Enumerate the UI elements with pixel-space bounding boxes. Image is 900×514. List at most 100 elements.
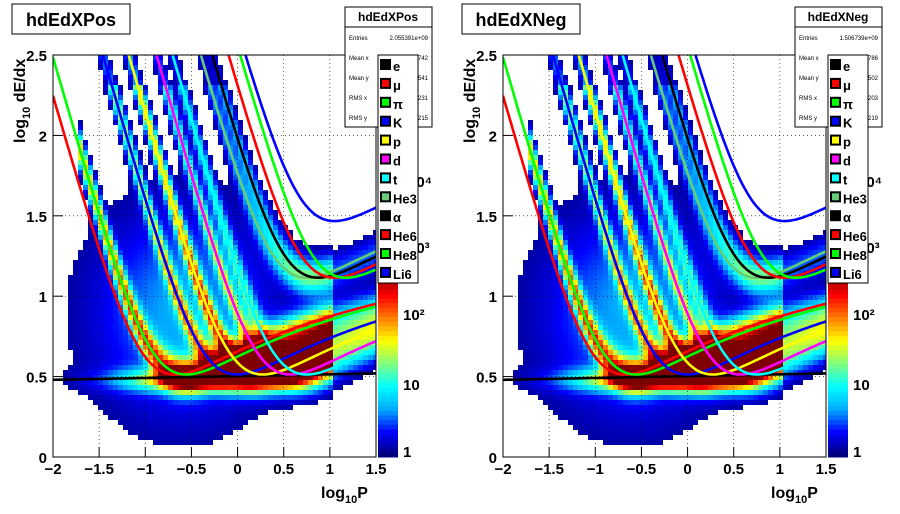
legend-swatch xyxy=(380,134,391,146)
colorbar-label: 10² xyxy=(403,307,425,324)
legend-swatch xyxy=(830,153,841,165)
species-curves xyxy=(503,55,826,382)
legend-swatch xyxy=(380,96,391,108)
stats-value: 0.2219 xyxy=(860,116,879,122)
curve-Li6 xyxy=(694,55,826,223)
legend-swatch xyxy=(830,96,841,108)
stats-value: 0.5541 xyxy=(410,76,429,82)
legend-label: μ xyxy=(393,78,401,93)
curve-He8 xyxy=(688,55,826,279)
y-tick-label: 0.5 xyxy=(26,370,47,387)
x-tick-label: 0 xyxy=(233,461,241,478)
legend-label: t xyxy=(393,172,398,187)
stats-value: 0.2215 xyxy=(410,116,429,122)
curve-K xyxy=(551,55,826,376)
x-axis-label: log10P xyxy=(321,485,368,506)
curve-Li6 xyxy=(244,55,376,223)
title-box: hdEdXNeg xyxy=(461,3,581,35)
chart-title: hdEdXNeg xyxy=(475,10,566,30)
curve-p xyxy=(577,55,826,376)
stats-title: hdEdXPos xyxy=(358,10,418,24)
stats-value: 2.055391e+09 xyxy=(389,36,428,42)
curve-t xyxy=(621,55,826,376)
y-tick-label: 1.5 xyxy=(26,209,47,226)
title-box: hdEdXPos xyxy=(11,3,131,35)
legend-swatch xyxy=(830,266,841,278)
legend-label: K xyxy=(843,116,853,131)
curve-α xyxy=(660,55,826,279)
legend-label: t xyxy=(843,172,848,187)
x-tick-label: 0 xyxy=(683,461,691,478)
curve-He8 xyxy=(238,55,376,279)
curve-t xyxy=(171,55,376,376)
y-tick-label: 0 xyxy=(39,450,47,467)
legend-label: He8 xyxy=(393,248,417,263)
legend-label: α xyxy=(393,210,401,225)
species-curves xyxy=(53,55,376,382)
curve-K xyxy=(101,55,376,376)
legend-swatch xyxy=(830,210,841,222)
legend-swatch xyxy=(380,266,391,278)
chart-title: hdEdXPos xyxy=(26,10,116,30)
legend-swatch xyxy=(830,115,841,127)
legend-label: π xyxy=(843,97,853,112)
x-tick-label: −1.5 xyxy=(534,461,564,478)
legend-label: d xyxy=(393,154,401,169)
legend-label: He3 xyxy=(843,191,867,206)
curve-μ xyxy=(53,95,376,376)
colorbar-label: 10 xyxy=(403,377,420,394)
stats-value: 0.4231 xyxy=(410,96,429,102)
x-tick-label: −2 xyxy=(44,461,61,478)
legend-label: Li6 xyxy=(843,267,862,282)
legend-swatch xyxy=(380,191,391,203)
legend-label: K xyxy=(393,116,403,131)
legend-swatch xyxy=(380,172,391,184)
curve-α xyxy=(210,55,376,279)
panel-hdedxneg: −2 −1.5 −1 −0.5 0 0.5 1 1.5 0 0.5 1 1.5 2 2.5 log10P lo… xyxy=(461,3,883,506)
stats-label: Entries xyxy=(799,36,818,42)
legend-label: π xyxy=(393,97,403,112)
curve-p xyxy=(127,55,376,376)
x-tick-label: −0.5 xyxy=(177,461,207,478)
stats-label: RMS x xyxy=(799,96,817,102)
curve-d xyxy=(155,55,376,376)
legend-swatch xyxy=(380,229,391,241)
stats-label: Entries xyxy=(349,36,368,42)
stats-title: hdEdXNeg xyxy=(808,10,869,24)
legend-label: Li6 xyxy=(393,267,412,282)
stats-label: Mean x xyxy=(799,56,819,62)
stats-value: 1.506739e+09 xyxy=(839,36,878,42)
stats-label: RMS y xyxy=(349,116,367,122)
legend-label: He6 xyxy=(393,229,417,244)
y-tick-label: 0 xyxy=(489,450,497,467)
legend-swatch xyxy=(380,153,391,165)
colorbar-label: 1 xyxy=(403,444,411,461)
x-tick-label: −1 xyxy=(587,461,604,478)
stats-label: Mean x xyxy=(349,56,369,62)
legend-swatch xyxy=(830,229,841,241)
legend-label: He8 xyxy=(843,248,867,263)
legend-label: p xyxy=(393,135,401,150)
legend-label: e xyxy=(843,59,850,74)
legend-swatch xyxy=(380,77,391,89)
curve-He6 xyxy=(677,55,826,279)
colorbar-label: 10² xyxy=(853,307,875,324)
x-tick-label: 0.5 xyxy=(723,461,744,478)
y-tick-label: 2 xyxy=(39,128,47,145)
y-axis-label: log10 dE/dx xyxy=(462,59,483,143)
y-axis-label: log10 dE/dx xyxy=(12,59,33,143)
legend-swatch xyxy=(830,191,841,203)
y-tick-label: 1 xyxy=(39,289,47,306)
legend-label: He6 xyxy=(843,229,867,244)
y-tick-label: 2.5 xyxy=(26,48,47,65)
plot-frame xyxy=(52,54,377,458)
panel-hdedxpos: −2 −1.5 −1 −0.5 0 0.5 1 1.5 0 0.5 1 1.5 2 2.5 log10P lo… xyxy=(11,3,433,506)
x-tick-label: −2 xyxy=(494,461,511,478)
y-tick-label: 1.5 xyxy=(476,209,497,226)
y-tick-label: 0.5 xyxy=(476,370,497,387)
legend-swatch xyxy=(380,59,391,70)
legend-label: e xyxy=(393,59,400,74)
x-axis-label: log10P xyxy=(771,485,818,506)
colorbar-label: 10 xyxy=(853,377,870,394)
